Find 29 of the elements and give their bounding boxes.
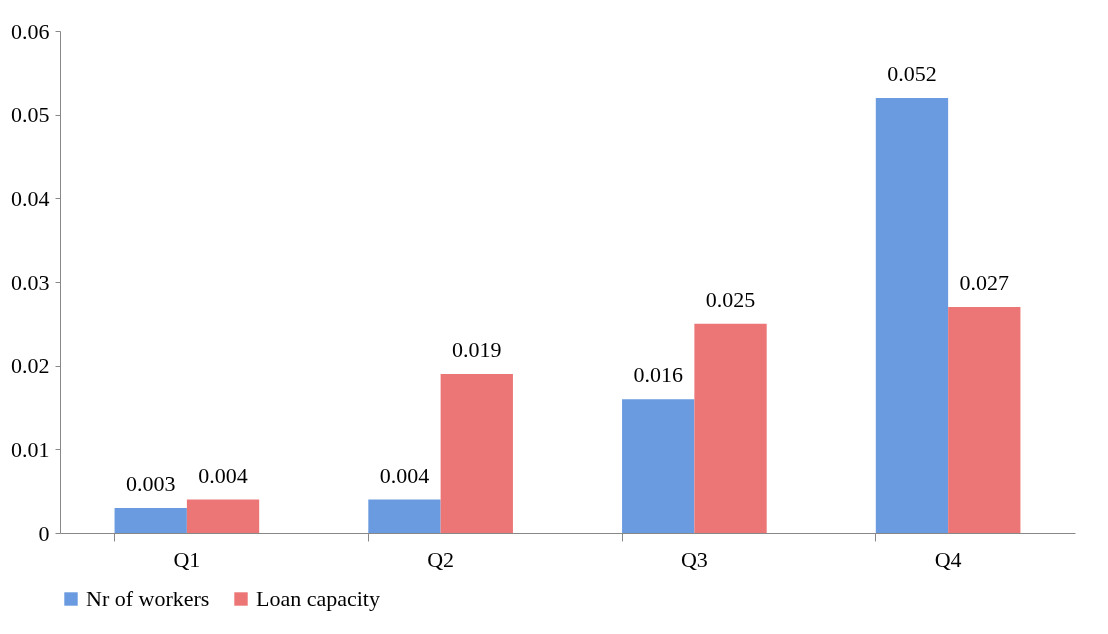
bar [114,507,187,533]
y-tick-label: 0.06 [11,18,50,44]
y-tick-label: 0 [38,520,50,546]
data-label: 0.016 [633,362,683,388]
y-tick-label: 0.02 [11,353,50,379]
data-label: 0.027 [959,270,1010,296]
data-label: 0.019 [452,337,502,363]
bar [368,499,441,533]
y-tick-label: 0.04 [11,185,50,211]
bar [875,97,949,533]
data-label: 0.003 [125,470,176,496]
bar [622,399,695,533]
x-tick-label: Q3 [680,546,708,572]
bar [186,499,260,533]
bar [694,323,767,533]
data-label: 0.025 [705,286,756,312]
x-tick-label: Q2 [427,546,455,572]
legend-label: Nr of workers [86,586,210,611]
y-tick-label: 0.05 [11,102,50,128]
data-label: 0.004 [198,462,248,488]
y-tick-label: 0.03 [11,269,50,295]
data-label: 0.004 [379,462,430,488]
x-tick-label: Q1 [173,546,201,572]
data-label: 0.052 [887,60,937,86]
x-tick-label: Q4 [934,546,962,572]
y-tick-label: 0.01 [11,436,50,462]
bar [440,374,513,533]
bar [948,307,1021,533]
legend-label: Loan capacity [256,586,380,611]
